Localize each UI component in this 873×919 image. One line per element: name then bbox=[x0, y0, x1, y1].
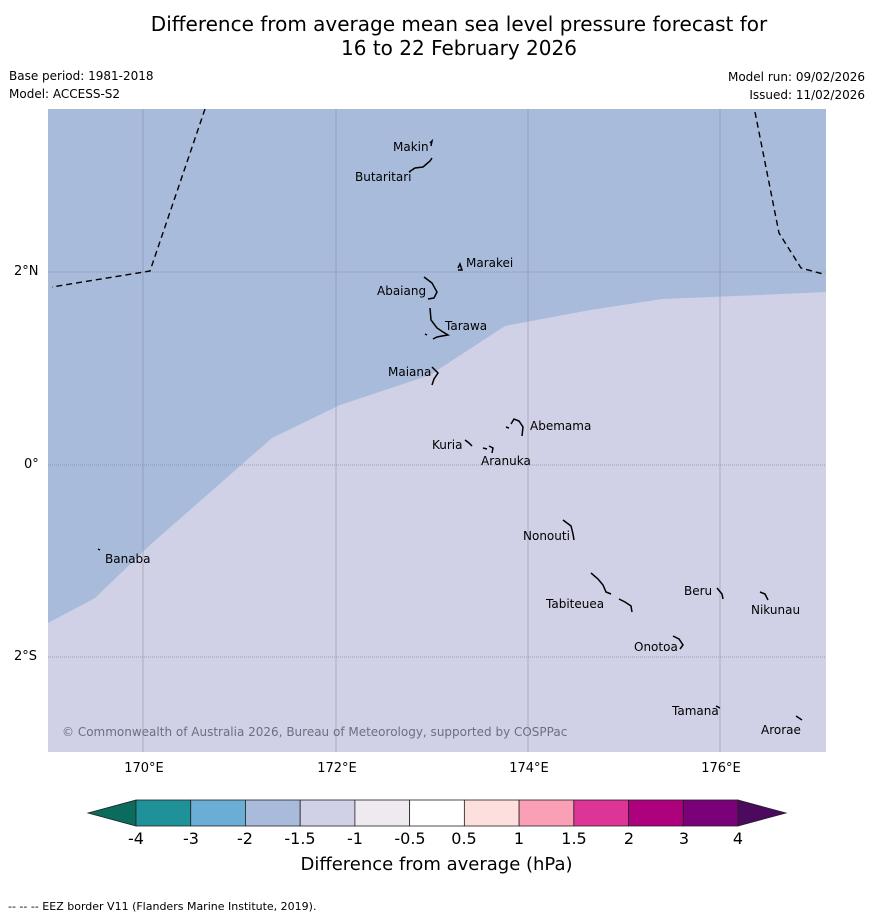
map-title: Difference from average mean sea level p… bbox=[0, 12, 873, 60]
lon-label-176e: 176°E bbox=[701, 761, 741, 776]
colorbar bbox=[86, 799, 788, 827]
colorbar-tick: -2 bbox=[237, 829, 253, 848]
region-minus1-5-to-minus1 bbox=[48, 292, 826, 752]
colorbar-cell bbox=[628, 799, 684, 827]
colorbar-title: Difference from average (hPa) bbox=[300, 854, 573, 875]
island-label-kuria: Kuria bbox=[432, 438, 463, 452]
island-label-beru: Beru bbox=[684, 584, 713, 598]
gridlines bbox=[142, 109, 721, 752]
island-label-tarawa: Tarawa bbox=[445, 319, 488, 333]
colorbar-above-extension bbox=[737, 799, 788, 827]
lon-label-174e: 174°E bbox=[509, 761, 549, 776]
island-label-butaritari: Butaritari bbox=[355, 170, 412, 184]
colorbar-cell bbox=[135, 799, 192, 827]
colorbar-cell bbox=[409, 799, 465, 827]
island-label-tabiteuea: Tabiteuea bbox=[546, 597, 605, 611]
lat-gridlines bbox=[48, 271, 826, 658]
lon-label-172e: 172°E bbox=[317, 761, 357, 776]
island-label-onotoa: Onotoa bbox=[634, 640, 678, 654]
lat-label-0: 0° bbox=[24, 457, 39, 472]
colorbar-tick: -0.5 bbox=[394, 829, 426, 848]
eez-footnote: -- -- -- EEZ border V11 (Flanders Marine… bbox=[8, 900, 317, 913]
eez-border bbox=[51, 109, 824, 288]
model-run: Model run: 09/02/2026 bbox=[727, 70, 865, 84]
colorbar-cell bbox=[299, 799, 356, 827]
colorbar-tick: 2 bbox=[623, 829, 635, 848]
colorbar-cell bbox=[682, 799, 739, 827]
title-line-2: 16 to 22 February 2026 bbox=[341, 36, 577, 60]
island-label-maiana: Maiana bbox=[388, 365, 432, 379]
colorbar-tick: 1 bbox=[513, 829, 525, 848]
colorbar-tick: 3 bbox=[678, 829, 690, 848]
copyright-notice: © Commonwealth of Australia 2026, Bureau… bbox=[62, 725, 568, 739]
island-label-arorae: Arorae bbox=[761, 723, 801, 737]
meta-left: Base period: 1981-2018 Model: ACCESS-S2 bbox=[9, 69, 154, 105]
island-label-tamana: Tamana bbox=[672, 704, 719, 718]
lat-label-2n: 2°N bbox=[14, 264, 39, 279]
island-label-aranuka: Aranuka bbox=[481, 454, 531, 468]
lon-label-170e: 170°E bbox=[124, 761, 164, 776]
title-line-1: Difference from average mean sea level p… bbox=[150, 12, 768, 36]
island-shapes bbox=[97, 138, 803, 721]
island-label-makin: Makin bbox=[393, 140, 429, 154]
map-area bbox=[48, 109, 826, 752]
island-label-marakei: Marakei bbox=[466, 256, 514, 270]
colorbar-cell bbox=[190, 799, 246, 827]
colorbar-tick: -4 bbox=[128, 829, 144, 848]
island-label-abaiang: Abaiang bbox=[377, 284, 427, 298]
island-label-nonouti: Nonouti bbox=[523, 529, 570, 543]
colorbar-cell bbox=[463, 799, 520, 827]
colorbar-tick: -1 bbox=[347, 829, 363, 848]
issued-date: Issued: 11/02/2026 bbox=[749, 88, 865, 102]
colorbar-cell bbox=[573, 799, 629, 827]
colorbar-tick: -1.5 bbox=[284, 829, 316, 848]
island-label-abemama: Abemama bbox=[530, 419, 592, 433]
island-label-banaba: Banaba bbox=[105, 552, 151, 566]
meta-right: Model run: 09/02/2026 Issued: 11/02/2026 bbox=[728, 70, 865, 106]
colorbar-tick: -3 bbox=[183, 829, 199, 848]
colorbar-tick: 0.5 bbox=[451, 829, 477, 848]
model-name: Model: ACCESS-S2 bbox=[9, 87, 121, 101]
lat-label-2s: 2°S bbox=[14, 649, 38, 664]
colorbar-cell bbox=[245, 799, 301, 827]
colorbar-tick: 4 bbox=[732, 829, 744, 848]
base-period: Base period: 1981-2018 bbox=[9, 69, 154, 83]
colorbar-below-extension bbox=[86, 799, 137, 827]
colorbar-cell bbox=[518, 799, 575, 827]
colorbar-tick: 1.5 bbox=[561, 829, 587, 848]
island-label-nikunau: Nikunau bbox=[751, 603, 801, 617]
colorbar-cell bbox=[354, 799, 411, 827]
